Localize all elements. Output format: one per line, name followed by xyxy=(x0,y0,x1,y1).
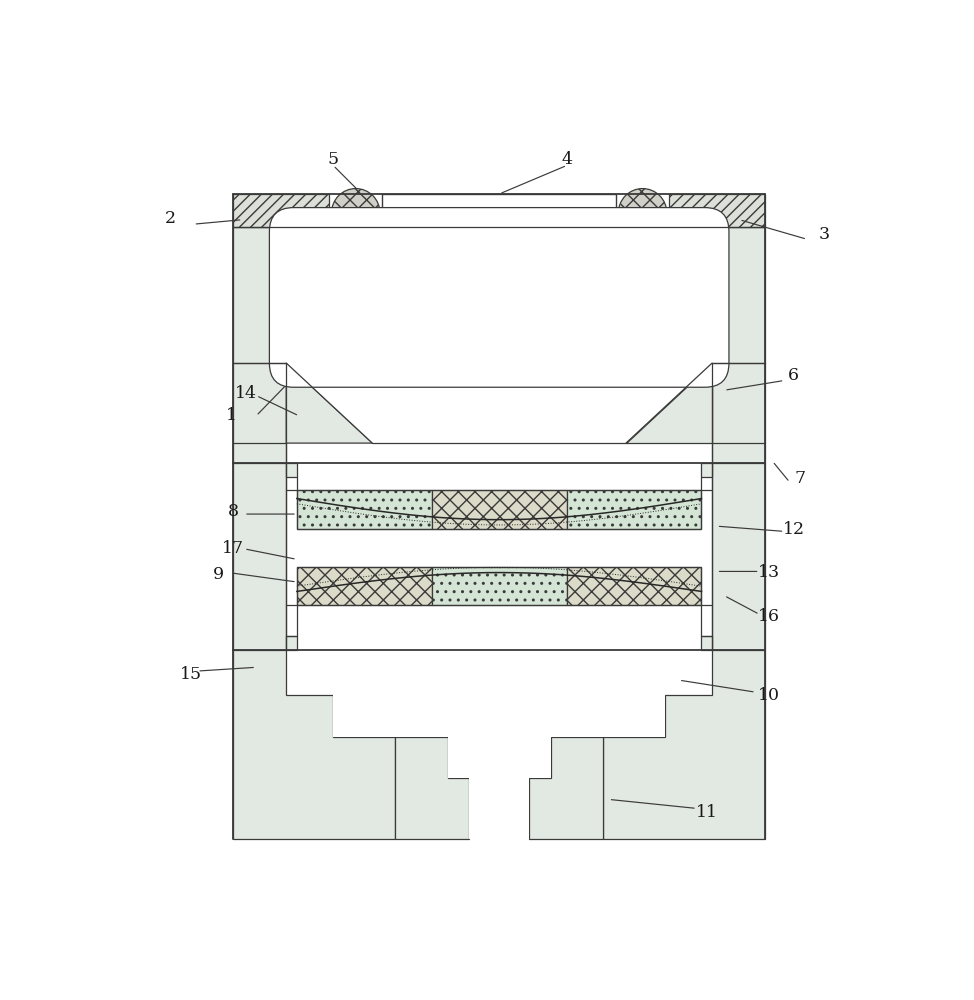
Bar xyxy=(333,650,665,737)
Bar xyxy=(701,636,712,650)
Bar xyxy=(286,636,297,650)
Text: 17: 17 xyxy=(222,540,244,557)
Bar xyxy=(448,737,550,778)
Bar xyxy=(567,490,701,529)
Bar xyxy=(662,227,712,232)
Bar xyxy=(701,463,712,477)
Text: 4: 4 xyxy=(562,151,573,168)
Text: 11: 11 xyxy=(695,804,718,821)
Bar xyxy=(297,529,701,567)
Bar xyxy=(297,567,431,605)
Text: 16: 16 xyxy=(759,608,780,625)
Bar xyxy=(469,778,530,839)
Polygon shape xyxy=(530,737,603,839)
Text: 6: 6 xyxy=(788,367,799,384)
Text: 14: 14 xyxy=(236,385,257,402)
Polygon shape xyxy=(626,363,712,443)
Text: 9: 9 xyxy=(212,566,224,583)
Bar xyxy=(431,567,567,605)
Bar xyxy=(712,227,765,463)
Bar xyxy=(669,194,765,227)
Polygon shape xyxy=(286,363,372,443)
Text: 13: 13 xyxy=(759,564,780,581)
Bar xyxy=(234,194,329,227)
FancyBboxPatch shape xyxy=(270,208,729,387)
Text: 15: 15 xyxy=(180,666,203,683)
Bar xyxy=(286,227,336,232)
Text: 5: 5 xyxy=(327,151,339,168)
Bar xyxy=(234,463,286,650)
Bar xyxy=(297,605,701,636)
Text: 10: 10 xyxy=(759,687,780,704)
Bar xyxy=(567,567,701,605)
Bar xyxy=(297,477,701,490)
Text: 1: 1 xyxy=(226,407,237,424)
Text: 3: 3 xyxy=(818,226,829,243)
Bar xyxy=(234,227,286,463)
Bar xyxy=(375,227,623,232)
Text: 12: 12 xyxy=(782,521,805,538)
Text: 8: 8 xyxy=(228,503,239,520)
Bar xyxy=(431,490,567,529)
Bar xyxy=(286,463,297,477)
Circle shape xyxy=(331,189,380,237)
Circle shape xyxy=(618,189,667,237)
Bar xyxy=(383,194,616,227)
Bar xyxy=(297,490,431,529)
Polygon shape xyxy=(603,650,765,839)
Text: 7: 7 xyxy=(794,470,805,487)
Bar xyxy=(297,490,701,529)
Text: 2: 2 xyxy=(166,210,176,227)
Bar xyxy=(712,463,765,650)
Polygon shape xyxy=(234,650,395,839)
Polygon shape xyxy=(395,737,469,839)
Bar xyxy=(297,567,701,605)
Polygon shape xyxy=(286,363,712,443)
